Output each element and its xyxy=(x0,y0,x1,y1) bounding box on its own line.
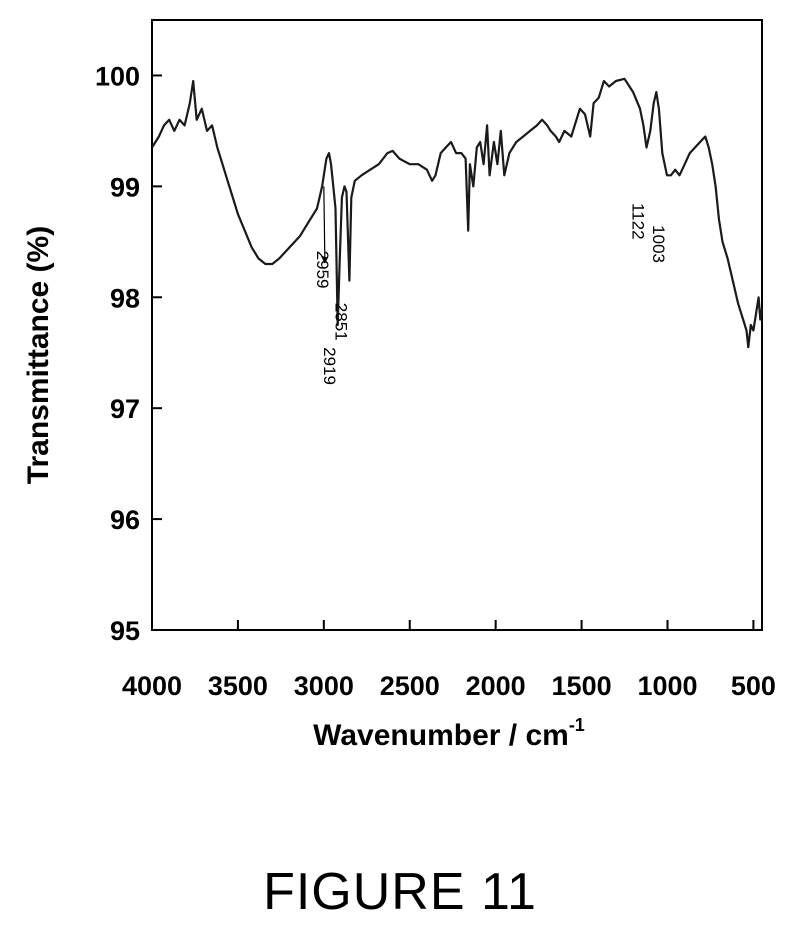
y-axis-ticks: 95 96 97 98 99 100 xyxy=(95,61,162,646)
peak-label: 2919 xyxy=(320,347,339,385)
x-axis-ticks: 4000 3500 3000 2500 2000 1500 1000 500 xyxy=(122,620,776,701)
figure-caption: FIGURE 11 xyxy=(263,863,537,921)
ftir-chart: 95 96 97 98 99 100 4000 3500 3000 2500 2000 1500 10… xyxy=(22,19,776,752)
plot-frame xyxy=(151,19,763,631)
peak-label: 1122 xyxy=(629,203,648,240)
y-tick-label: 97 xyxy=(110,394,140,424)
series-layer xyxy=(151,77,764,349)
x-tick-label: 3500 xyxy=(208,671,268,701)
peak-label: 2959 xyxy=(313,251,332,289)
x-axis-title: Wavenumber / cm-1 xyxy=(313,715,585,752)
y-tick-label: 98 xyxy=(110,283,140,313)
x-tick-label: 2500 xyxy=(380,671,440,701)
x-axis-title-main: Wavenumber / cm xyxy=(313,719,569,752)
x-axis-title-superscript: -1 xyxy=(569,715,585,735)
series-line xyxy=(151,77,764,349)
annotation-arrow xyxy=(323,186,326,262)
x-tick-label: 500 xyxy=(731,671,776,701)
y-tick-label: 100 xyxy=(95,61,140,91)
x-tick-label: 2000 xyxy=(466,671,526,701)
y-tick-label: 95 xyxy=(110,616,140,646)
x-tick-label: 3000 xyxy=(294,671,354,701)
peak-label: 2851 xyxy=(331,303,350,341)
peak-label: 1003 xyxy=(649,225,668,263)
y-tick-label: 99 xyxy=(110,172,140,202)
x-tick-label: 1500 xyxy=(552,671,612,701)
y-axis-title: Transmittance (%) xyxy=(22,226,55,484)
y-tick-label: 96 xyxy=(110,505,140,535)
annotation-arrowhead xyxy=(320,255,328,264)
x-tick-label: 1000 xyxy=(637,671,697,701)
x-tick-label: 4000 xyxy=(122,671,182,701)
